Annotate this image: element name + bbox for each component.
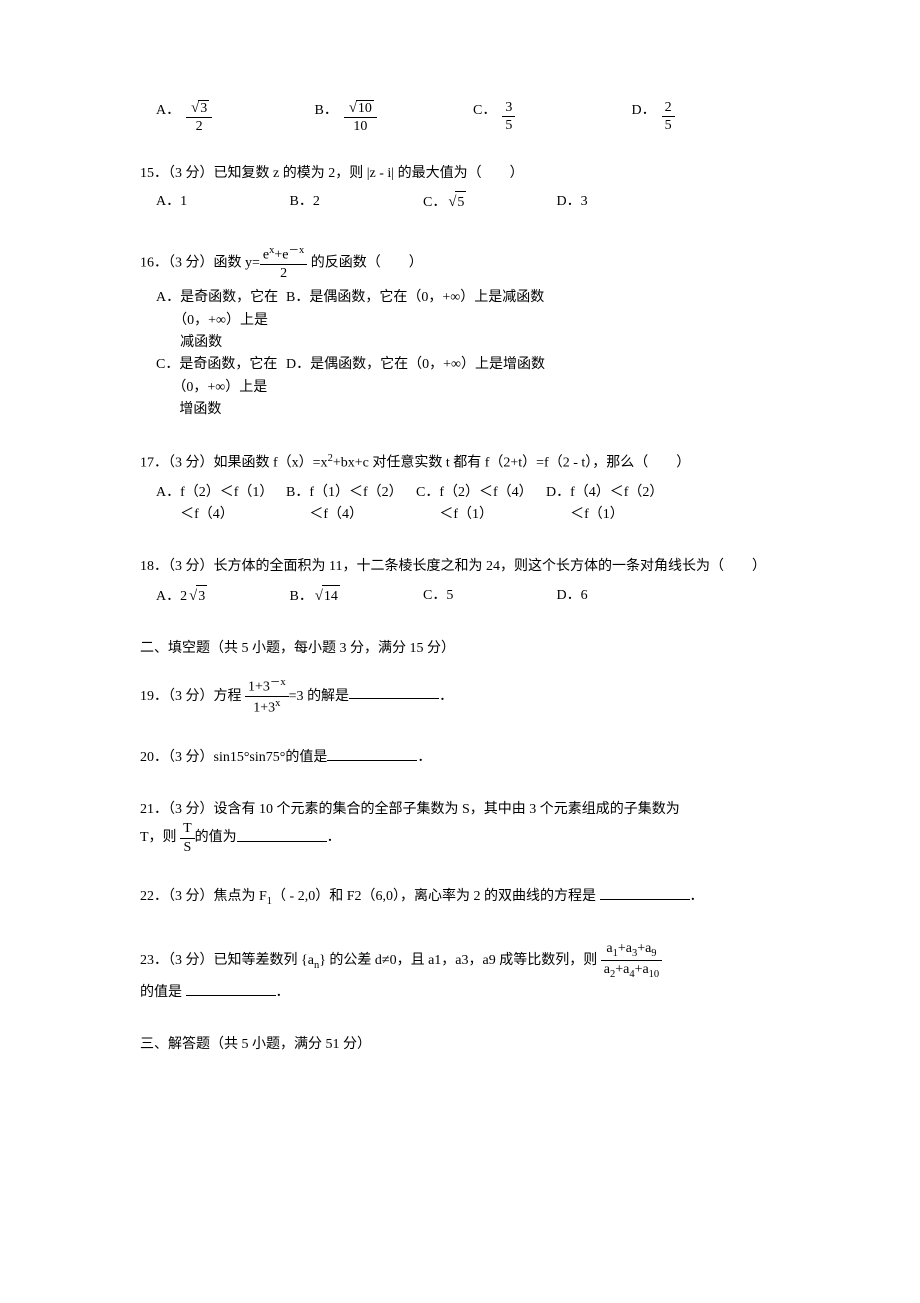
question-16: 16．（3 分）函数 y= ex+e－x 2 的反函数（ ） A．是奇函数，它在… <box>140 245 790 422</box>
q18-option-d: D．6 <box>557 585 687 607</box>
fraction: 3 5 <box>502 100 515 134</box>
fraction: T S <box>180 821 195 855</box>
question-20: 20．（3 分）sin15°sin75°的值是． <box>140 746 790 769</box>
question-22: 22．（3 分）焦点为 F1（ - 2,0）和 F2（6,0），离心率为 2 的… <box>140 885 790 911</box>
q18-option-a: A．23 <box>156 585 286 609</box>
q17-options: A．f（2）＜f（1） A．＜f（4） B．f（1）＜f（2） B．＜f（4） … <box>140 482 790 527</box>
q17-option-a: A．f（2）＜f（1） A．＜f（4） <box>156 482 286 527</box>
option-label: C． <box>473 100 496 122</box>
option-label: A． <box>156 100 180 122</box>
q17-stem: 17．（3 分）如果函数 f（x）=x2+bx+c 对任意实数 t 都有 f（2… <box>140 451 790 475</box>
fraction: 2 5 <box>662 100 675 134</box>
q14-options: A． 3 2 B． 10 10 C． 3 5 D． 2 5 <box>140 100 790 135</box>
question-15: 15．（3 分）已知复数 z 的模为 2，则 |z - i| 的最大值为（ ） … <box>140 163 790 215</box>
q17-option-b: B．f（1）＜f（2） B．＜f（4） <box>286 482 416 527</box>
question-17: 17．（3 分）如果函数 f（x）=x2+bx+c 对任意实数 t 都有 f（2… <box>140 451 790 526</box>
q14-option-a: A． 3 2 <box>140 100 315 135</box>
fraction: a1+a3+a9 a2+a4+a10 <box>601 941 662 981</box>
q17-option-d: D．f（4）＜f（2） D．＜f（1） <box>546 482 676 527</box>
fill-blank <box>237 827 327 842</box>
q18-option-c: C．5 <box>423 585 553 607</box>
question-21: 21．（3 分）设含有 10 个元素的集合的全部子集数为 S，其中由 3 个元素… <box>140 799 790 855</box>
fraction: 10 10 <box>344 100 377 135</box>
fraction: 1+3－x 1+3x <box>245 677 289 716</box>
q17-option-c: C．f（2）＜f（4） C．＜f（1） <box>416 482 546 527</box>
fill-blank <box>327 746 417 761</box>
fill-blank <box>600 885 690 900</box>
q14-option-c: C． 3 5 <box>473 100 632 134</box>
q16-option-b: B．是偶函数，它在（0，+∞）上是减函数 <box>286 287 544 354</box>
fraction: ex+e－x 2 <box>260 245 307 281</box>
section-3-title: 三、解答题（共 5 小题，满分 51 分） <box>140 1034 790 1056</box>
fill-blank <box>349 684 439 699</box>
q14-option-d: D． 2 5 <box>632 100 791 134</box>
q15-option-b: B．2 <box>290 191 420 213</box>
option-label: D． <box>632 100 656 122</box>
q18-stem: 18．（3 分）长方体的全面积为 11，十二条棱长度之和为 24，则这个长方体的… <box>140 556 790 578</box>
q15-option-a: A．1 <box>156 191 286 213</box>
question-23: 23．（3 分）已知等差数列 {an} 的公差 d≠0，且 a1，a3，a9 成… <box>140 941 790 1004</box>
q16-option-a: A．是奇函数，它在 A．（0，+∞）上是 A．减函数 <box>156 287 286 354</box>
q16-option-c: C．是奇函数，它在 C．（0，+∞）上是 C．增函数 <box>156 354 286 421</box>
fill-blank <box>186 981 276 996</box>
q18-option-b: B．14 <box>290 585 420 609</box>
fraction: 3 2 <box>186 100 212 135</box>
option-label: B． <box>315 100 338 122</box>
q15-stem: 15．（3 分）已知复数 z 的模为 2，则 |z - i| 的最大值为（ ） <box>140 163 790 185</box>
section-2-title: 二、填空题（共 5 小题，每小题 3 分，满分 15 分） <box>140 638 790 660</box>
question-18: 18．（3 分）长方体的全面积为 11，十二条棱长度之和为 24，则这个长方体的… <box>140 556 790 608</box>
q15-options: A．1 B．2 C．5 D．3 <box>140 191 790 215</box>
q14-option-b: B． 10 10 <box>315 100 474 135</box>
q16-options: A．是奇函数，它在 A．（0，+∞）上是 A．减函数 B．是偶函数，它在（0，+… <box>140 287 790 421</box>
q15-option-d: D．3 <box>557 191 687 213</box>
question-19: 19．（3 分）方程 1+3－x 1+3x =3 的解是． <box>140 677 790 716</box>
q15-option-c: C．5 <box>423 191 553 215</box>
q18-options: A．23 B．14 C．5 D．6 <box>140 585 790 609</box>
q16-stem: 16．（3 分）函数 y= ex+e－x 2 的反函数（ ） <box>140 245 790 281</box>
q16-option-d: D．是偶函数，它在（0，+∞）上是增函数 <box>286 354 545 421</box>
